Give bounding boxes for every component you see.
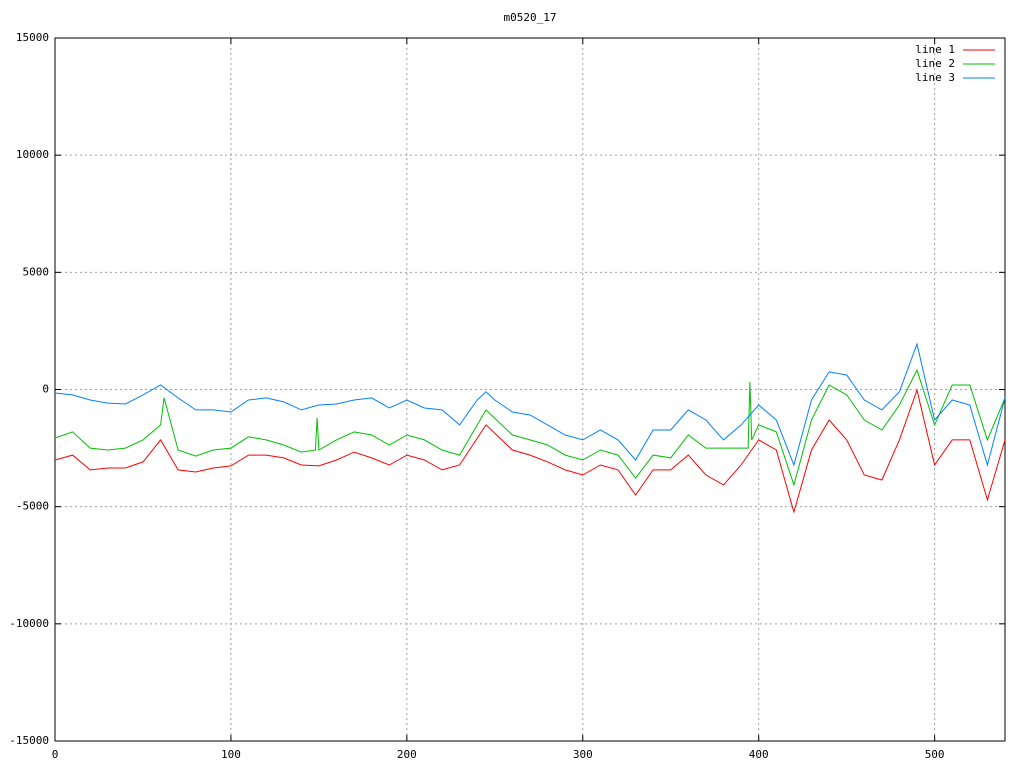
y-tick-label: -10000 (9, 617, 49, 630)
y-tick-label: -15000 (9, 734, 49, 747)
legend-label: line 3 (915, 71, 955, 84)
data-line (54, 342, 1006, 467)
x-tick-label: 100 (221, 748, 241, 761)
x-tick-label: 0 (52, 748, 59, 761)
x-tick-label: 500 (925, 748, 945, 761)
y-tick-label: 15000 (16, 31, 49, 44)
y-tick-label: -5000 (16, 500, 49, 513)
chart-title: m0520_17 (504, 11, 557, 24)
legend-label: line 2 (915, 57, 955, 70)
legend-label: line 1 (915, 43, 955, 56)
y-tick-label: 5000 (23, 265, 50, 278)
data-line (54, 388, 1006, 514)
plot-border (54, 37, 1006, 742)
x-tick-label: 200 (397, 748, 417, 761)
y-tick-label: 10000 (16, 148, 49, 161)
x-tick-label: 300 (573, 748, 593, 761)
data-line (54, 368, 1006, 487)
y-tick-label: 0 (42, 383, 49, 396)
x-tick-label: 400 (749, 748, 769, 761)
